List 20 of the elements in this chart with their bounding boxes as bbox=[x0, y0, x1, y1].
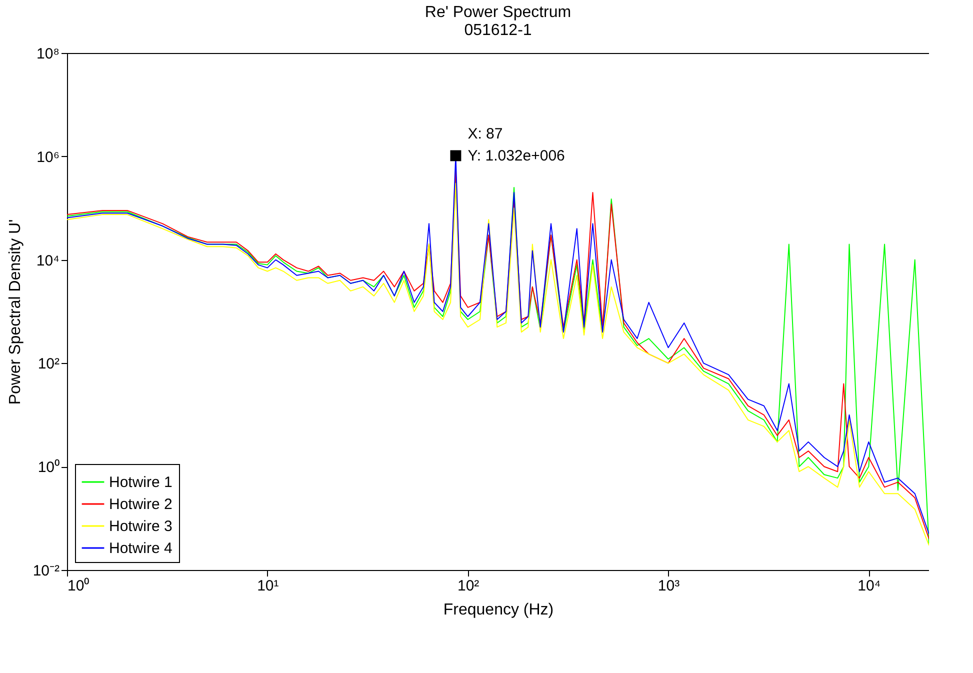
y-tick-label: 10² bbox=[38, 356, 60, 373]
chart-subtitle: 051612-1 bbox=[464, 22, 532, 39]
legend-label: Hotwire 1 bbox=[109, 474, 172, 491]
y-tick-label: 10⁴ bbox=[36, 252, 60, 270]
y-axis-title: Power Spectral Density U' bbox=[6, 219, 24, 405]
x-tick-label: 10² bbox=[457, 578, 480, 594]
x-tick-label: 10¹ bbox=[257, 578, 279, 594]
annotation: X: 87 Y: 1.032e+006 bbox=[468, 126, 565, 165]
y-tick-label: 10⁸ bbox=[36, 46, 60, 62]
y-tick-label: 10⁰ bbox=[38, 459, 60, 476]
y-tick-label: 10⁶ bbox=[36, 148, 60, 166]
legend-label: Hotwire 4 bbox=[109, 540, 172, 557]
x-tick-label: 10³ bbox=[658, 578, 680, 594]
x-axis-title: Frequency (Hz) bbox=[443, 602, 554, 618]
x-tick-label: 10⁰ bbox=[68, 578, 90, 594]
x-tick-label: 10⁴ bbox=[858, 578, 881, 594]
legend-label: Hotwire 3 bbox=[109, 518, 172, 535]
legend-label: Hotwire 2 bbox=[109, 496, 172, 513]
chart-title: Re' Power Spectrum bbox=[424, 4, 572, 21]
y-tick-label: 10⁻² bbox=[32, 562, 60, 580]
